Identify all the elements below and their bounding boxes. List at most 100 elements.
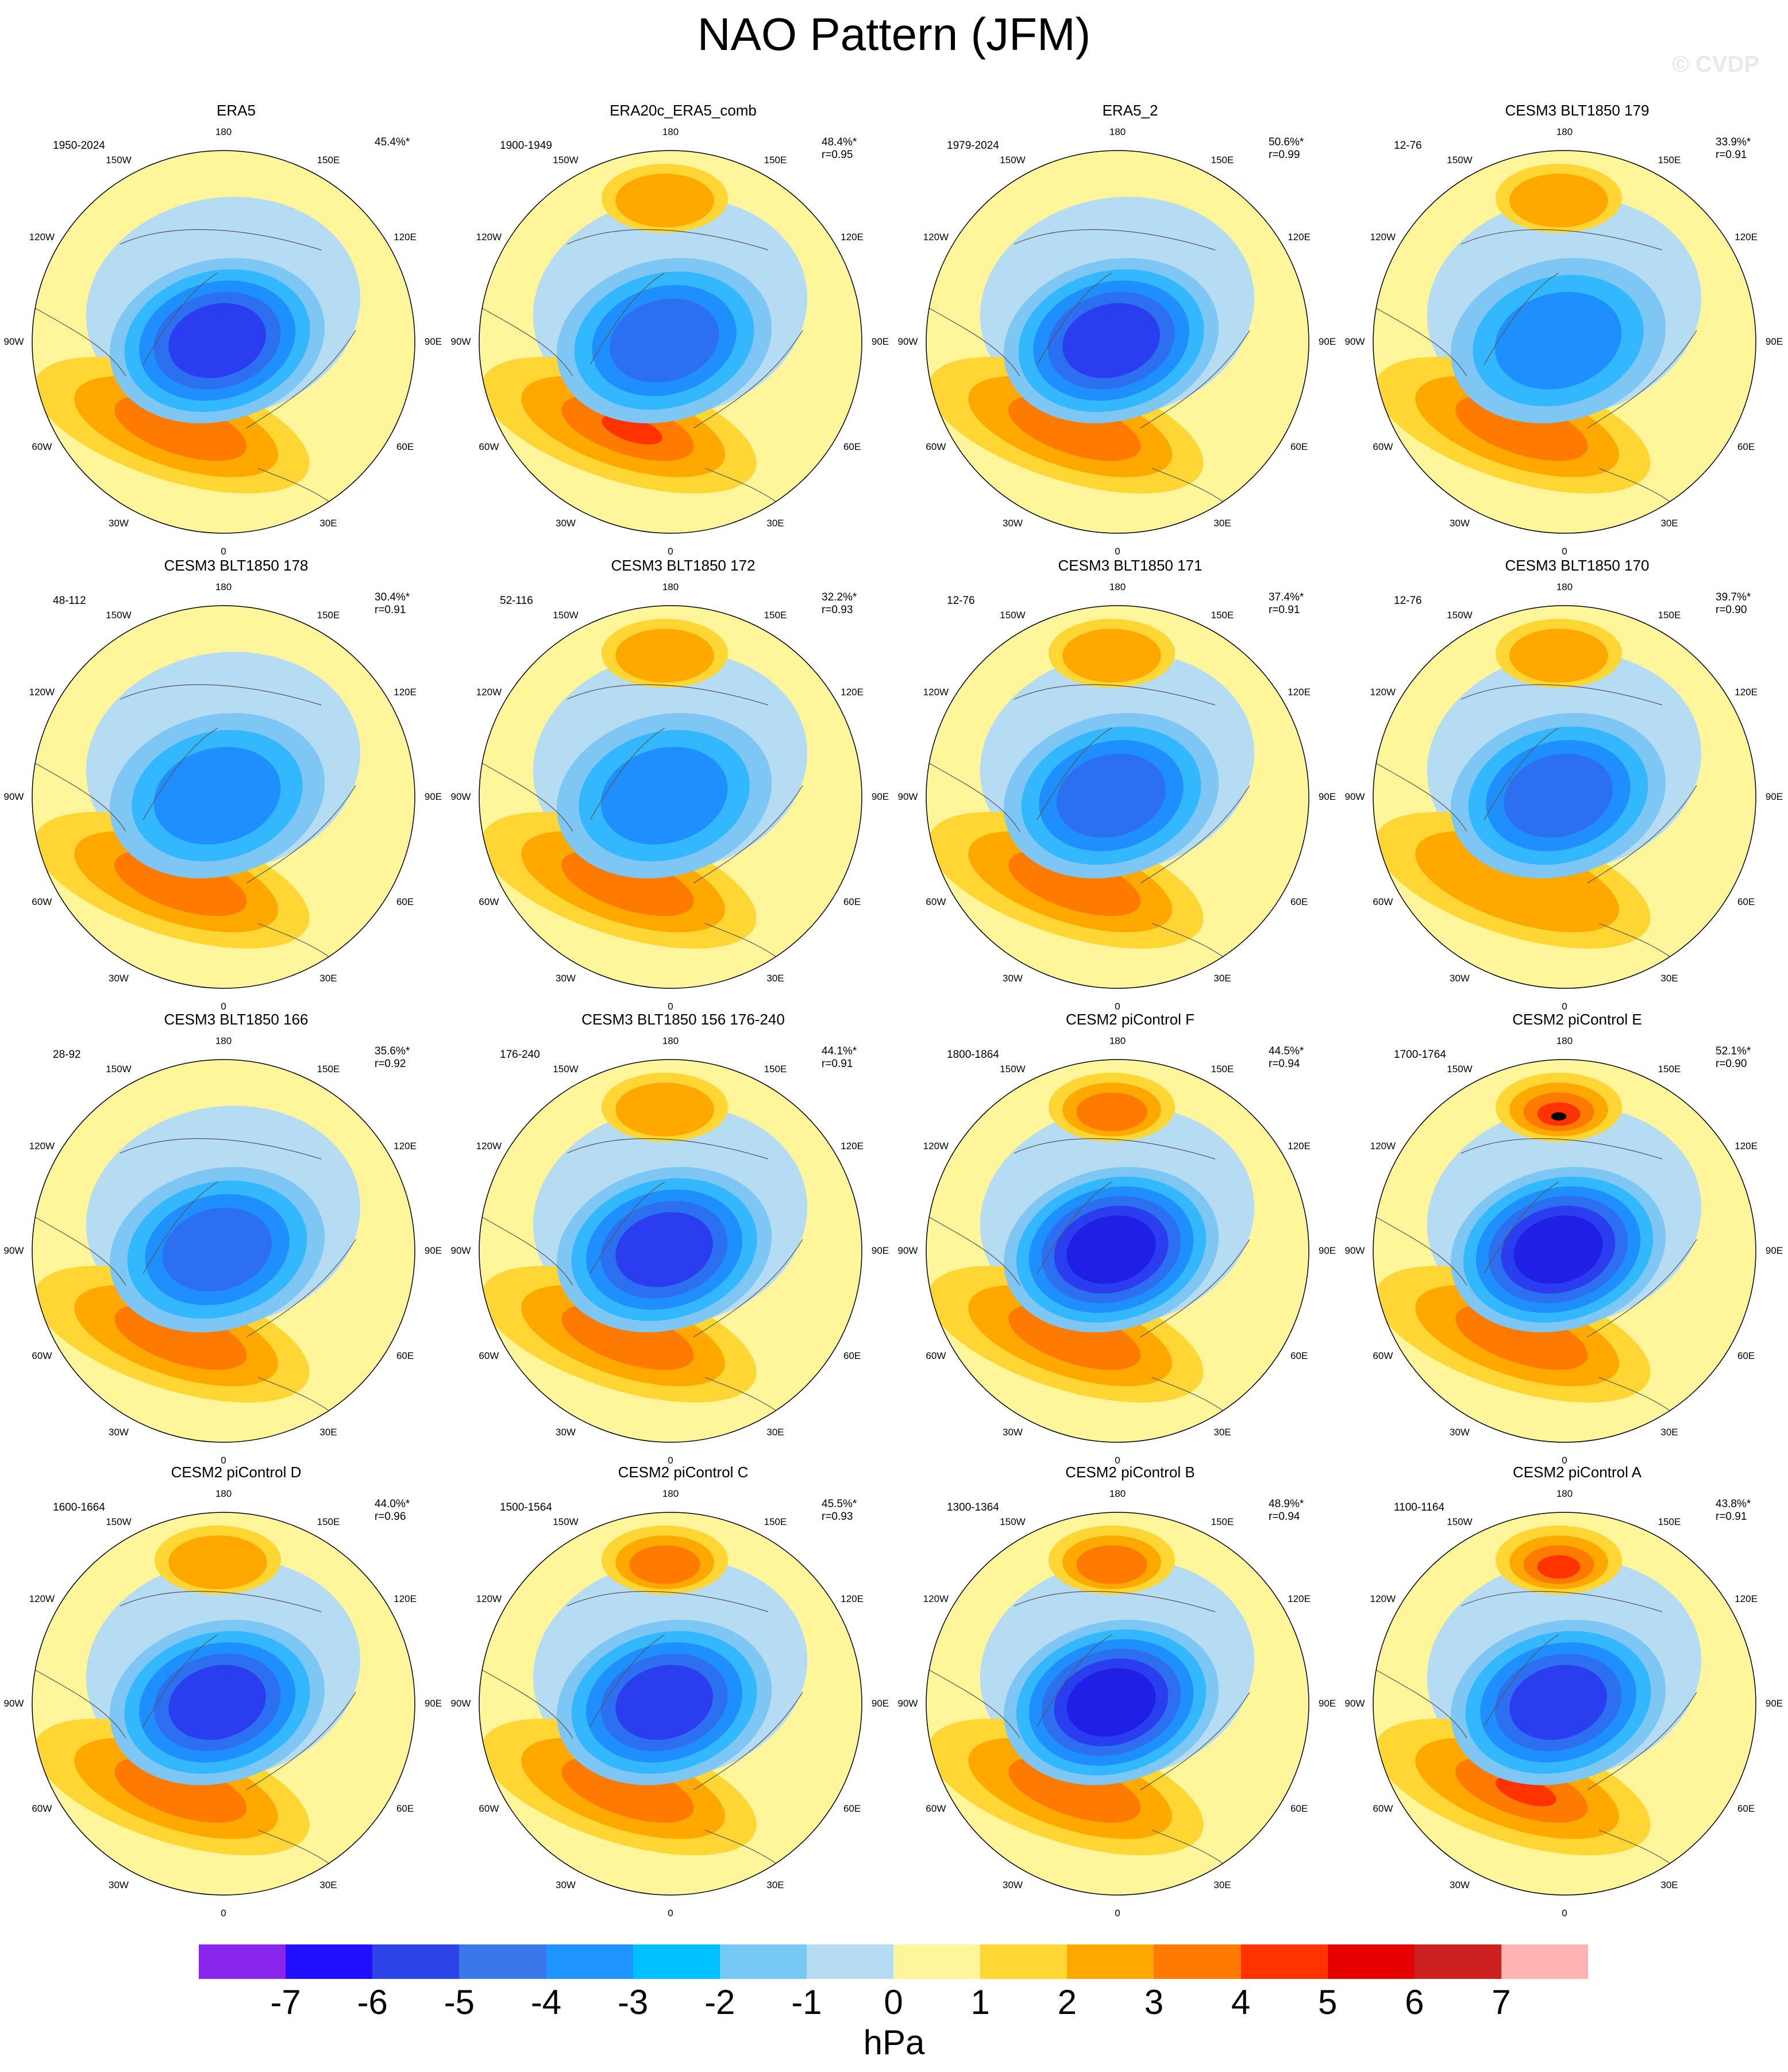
longitude-label: 150W <box>1447 1063 1473 1074</box>
longitude-label: 120E <box>1288 686 1311 698</box>
colorbar-ticks: -7 -6 -5 -4 -3 -2 -1 0 1 2 3 4 5 6 7 <box>0 1982 1788 2028</box>
longitude-label: 0 <box>221 1455 226 1466</box>
longitude-label: 0 <box>221 1908 226 1919</box>
polar-map <box>1373 605 1756 989</box>
map-boundary <box>32 1512 415 1896</box>
longitude-label: 30W <box>556 973 576 984</box>
longitude-label: 180 <box>662 126 679 137</box>
map-panel: 180 150E 120E 90E 60E 30E 0 30W 60W 90W 120W 150W CE… <box>451 556 907 1012</box>
longitude-label: 60E <box>843 896 861 907</box>
colorbar-box <box>980 1944 1068 1979</box>
pacific-positive-contour <box>1509 629 1608 683</box>
colorbar-tick-label: 7 <box>1492 1983 1511 2021</box>
pattern-correlation: r=0.93 <box>822 1511 853 1523</box>
longitude-label: 120E <box>1735 1140 1758 1151</box>
longitude-label: 120W <box>1370 1140 1396 1151</box>
longitude-label: 30W <box>1003 1427 1023 1438</box>
atlantic-positive-contour <box>1008 850 1141 916</box>
arctic-negative-contour <box>610 298 719 383</box>
colorbar-tick-label: 4 <box>1231 1983 1251 2021</box>
longitude-label: 120W <box>29 1593 55 1604</box>
panel-title: CESM2 piControl B <box>1065 1464 1195 1481</box>
polar-map <box>479 605 862 989</box>
longitude-label: 180 <box>662 581 679 592</box>
pattern-correlation: r=0.91 <box>1716 1511 1747 1523</box>
map-boundary <box>1373 1059 1756 1443</box>
longitude-label: 180 <box>1109 1035 1126 1046</box>
longitude-label: 30E <box>1213 518 1231 529</box>
longitude-label: 150W <box>1000 609 1026 621</box>
atlantic-positive-contour <box>1008 1304 1141 1370</box>
longitude-label: 150E <box>1658 1516 1681 1527</box>
longitude-label: 30E <box>1660 1880 1678 1891</box>
pattern-correlation: r=0.99 <box>1269 149 1300 161</box>
longitude-label: 150E <box>764 1063 787 1074</box>
panel-variance-explained: 44.0%* r=0.96 <box>375 1498 410 1523</box>
atlantic-positive-contour <box>602 414 662 445</box>
atlantic-positive-contour <box>561 850 694 916</box>
longitude-label: 150W <box>106 1063 132 1074</box>
atlantic-positive-contour <box>114 395 247 461</box>
panel-variance-explained: 50.6%* r=0.99 <box>1269 136 1304 161</box>
longitude-label: 60E <box>1737 896 1755 907</box>
panel-title: CESM3 BLT1850 166 <box>164 1011 309 1028</box>
atlantic-positive-contour <box>561 1304 694 1370</box>
polar-map <box>926 150 1309 534</box>
longitude-label: 120W <box>1370 686 1396 698</box>
map-boundary <box>1373 605 1756 989</box>
colorbar-box <box>546 1944 633 1979</box>
variance-percent: 30.4%* <box>375 591 410 603</box>
longitude-label: 150E <box>764 154 787 165</box>
longitude-label: 30E <box>319 973 337 984</box>
panel-title: CESM3 BLT1850 172 <box>611 557 756 574</box>
variance-percent: 45.4%* <box>375 136 410 148</box>
pacific-positive-contour <box>1062 629 1161 683</box>
longitude-label: 120E <box>1288 231 1311 242</box>
panel-title: CESM3 BLT1850 171 <box>1058 557 1203 574</box>
longitude-label: 90E <box>871 336 889 347</box>
pattern-correlation: r=0.93 <box>822 604 853 616</box>
map-boundary <box>926 1512 1309 1896</box>
pacific-positive-contour <box>1076 1545 1147 1584</box>
longitude-label: 90W <box>3 791 24 802</box>
coastlines <box>480 1590 803 1877</box>
coastlines <box>927 1590 1250 1877</box>
longitude-label: 60W <box>926 896 946 907</box>
polar-map <box>32 150 415 534</box>
panel-period: 1900-1949 <box>500 140 552 152</box>
panel-period: 1700-1764 <box>1394 1049 1446 1061</box>
longitude-label: 150E <box>1658 1063 1681 1074</box>
variance-percent: 50.6%* <box>1269 136 1304 148</box>
coastlines <box>480 684 803 970</box>
longitude-label: 30W <box>1450 518 1470 529</box>
longitude-label: 90E <box>1765 791 1783 802</box>
longitude-label: 150W <box>106 154 132 165</box>
atlantic-positive-contour <box>1455 395 1588 461</box>
polar-map <box>32 605 415 989</box>
longitude-label: 60E <box>1737 1350 1755 1361</box>
longitude-label: 30E <box>766 518 784 529</box>
pattern-correlation: r=0.91 <box>1716 149 1747 161</box>
longitude-label: 120E <box>841 1140 864 1151</box>
longitude-label: 90W <box>897 791 918 802</box>
longitude-label: 120W <box>923 686 949 698</box>
longitude-label: 90E <box>871 1245 889 1256</box>
colorbar-box <box>1154 1944 1241 1979</box>
longitude-label: 120W <box>1370 1593 1396 1604</box>
longitude-label: 150W <box>1447 609 1473 621</box>
longitude-label: 120W <box>29 231 55 242</box>
longitude-label: 90E <box>1765 1698 1783 1709</box>
colorbar-tick-label: 3 <box>1144 1983 1164 2021</box>
map-panel: 180 150E 120E 90E 60E 30E 0 30W 60W 90W 120W 150W CE… <box>898 1462 1354 1919</box>
map-panel: 180 150E 120E 90E 60E 30E 0 30W 60W 90W 120W 150W CE… <box>1345 1010 1788 1466</box>
colorbar-box <box>459 1944 546 1979</box>
longitude-label: 30W <box>556 518 576 529</box>
longitude-label: 30W <box>109 1880 129 1891</box>
longitude-label: 30E <box>1213 1427 1231 1438</box>
longitude-label: 0 <box>221 1001 226 1012</box>
longitude-label: 180 <box>1109 126 1126 137</box>
polar-map <box>479 150 862 534</box>
longitude-label: 60E <box>396 896 414 907</box>
map-panel: 180 150E 120E 90E 60E 30E 0 30W 60W 90W 120W 150W CE… <box>1345 101 1788 557</box>
colorbar-unit-label: hPa <box>863 2023 925 2062</box>
